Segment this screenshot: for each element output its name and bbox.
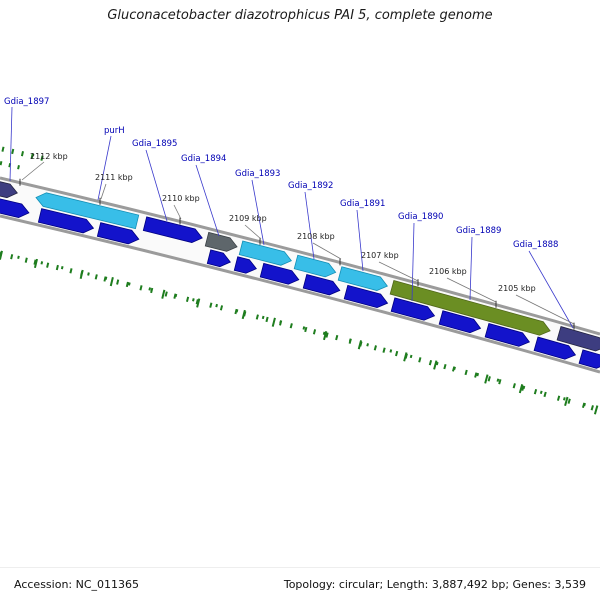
map-title: Gluconacetobacter diazotrophicus PAI 5, … <box>107 8 493 23</box>
gene-arrow-gdia-1892[interactable] <box>293 254 337 279</box>
ruler-leader-line <box>100 183 107 200</box>
gene-label-gdia-1893[interactable]: Gdia_1893 <box>235 169 280 179</box>
gene-leader-line <box>195 164 220 237</box>
gene-arrow[interactable] <box>37 208 95 235</box>
topology-text: Topology: circular; Length: 3,887,492 bp… <box>283 577 586 591</box>
gene-label-gdia-1891[interactable]: Gdia_1891 <box>340 199 385 209</box>
gene-arrow[interactable] <box>206 249 232 269</box>
ruler-label-2110: 2110 kbp <box>162 194 200 203</box>
gene-arrow[interactable] <box>233 256 258 276</box>
gene-leader-line <box>304 191 315 260</box>
gene-label-gdia-1892[interactable]: Gdia_1892 <box>288 181 333 191</box>
ruler-label-2112: 2112 kbp <box>30 152 68 161</box>
gene-arrow-gdia-1890[interactable] <box>390 297 436 323</box>
gene-arrow[interactable] <box>0 196 31 220</box>
gene-leader-line <box>469 236 473 301</box>
ruler-leader-line <box>378 261 419 282</box>
ruler-leader-line <box>244 224 262 240</box>
ruler-leader-line <box>312 242 342 260</box>
gene-label-gdia-1890[interactable]: Gdia_1890 <box>398 212 443 222</box>
gene-label-gdia-1897[interactable]: Gdia_1897 <box>4 97 49 107</box>
minor-tick-arc-topleft <box>1 146 51 163</box>
gene-leader-line <box>251 179 265 246</box>
ruler-label-2109: 2109 kbp <box>229 214 267 223</box>
ruler-label-2111: 2111 kbp <box>95 173 133 182</box>
backbone-outer-edge <box>0 176 600 336</box>
gene-arrow-gdia-1895[interactable] <box>142 216 204 245</box>
ruler-label-2107: 2107 kbp <box>361 251 399 260</box>
gene-leader-line <box>145 149 168 222</box>
gene-label-gdia-1888[interactable]: Gdia_1888 <box>513 240 558 250</box>
gene-label-purh[interactable]: purH <box>104 126 125 136</box>
ruler-leader-line <box>515 294 575 325</box>
gene-arrow[interactable] <box>533 336 577 362</box>
ruler-leader-line <box>21 161 45 181</box>
gene-arrow-partial-left[interactable] <box>0 179 19 200</box>
gene-arrow-gdia-1893[interactable] <box>238 240 293 268</box>
ruler-leader-line <box>446 277 497 303</box>
gene-label-gdia-1895[interactable]: Gdia_1895 <box>132 139 177 149</box>
gene-leader-line <box>411 222 415 302</box>
ruler-label-2108: 2108 kbp <box>297 232 335 241</box>
status-bar: Accession: NC_011365 Topology: circular;… <box>0 567 600 600</box>
ruler-leader-line <box>173 204 182 220</box>
gene-arrow[interactable] <box>259 262 300 286</box>
gene-leader-line <box>528 250 574 329</box>
gene-leader-line <box>356 209 364 272</box>
gene-leader-line <box>97 135 112 201</box>
gene-arrow[interactable] <box>484 322 531 348</box>
gene-arrow-gdia-1889[interactable] <box>389 280 552 338</box>
backbone-inner-edge <box>0 214 600 374</box>
gene-arrow[interactable] <box>302 274 341 298</box>
gene-leader-line <box>9 106 13 182</box>
accession-text: Accession: NC_011365 <box>14 577 140 591</box>
gene-arrow[interactable] <box>438 310 482 335</box>
ruler-label-2105: 2105 kbp <box>498 284 536 293</box>
gene-arrow-gdia-1894[interactable] <box>204 231 238 253</box>
ruler-label-2106: 2106 kbp <box>429 267 467 276</box>
gene-arrow-gdia-1888[interactable] <box>556 326 600 354</box>
gene-label-gdia-1894[interactable]: Gdia_1894 <box>181 154 226 164</box>
gene-arrow-purh[interactable] <box>34 191 140 230</box>
gene-label-gdia-1889[interactable]: Gdia_1889 <box>456 226 501 236</box>
gene-arrow[interactable] <box>343 284 389 310</box>
minor-tick-arc-topleft-2 <box>0 161 23 170</box>
gene-arrow[interactable] <box>96 222 140 246</box>
gene-arrow-gdia-1891[interactable] <box>337 266 389 293</box>
